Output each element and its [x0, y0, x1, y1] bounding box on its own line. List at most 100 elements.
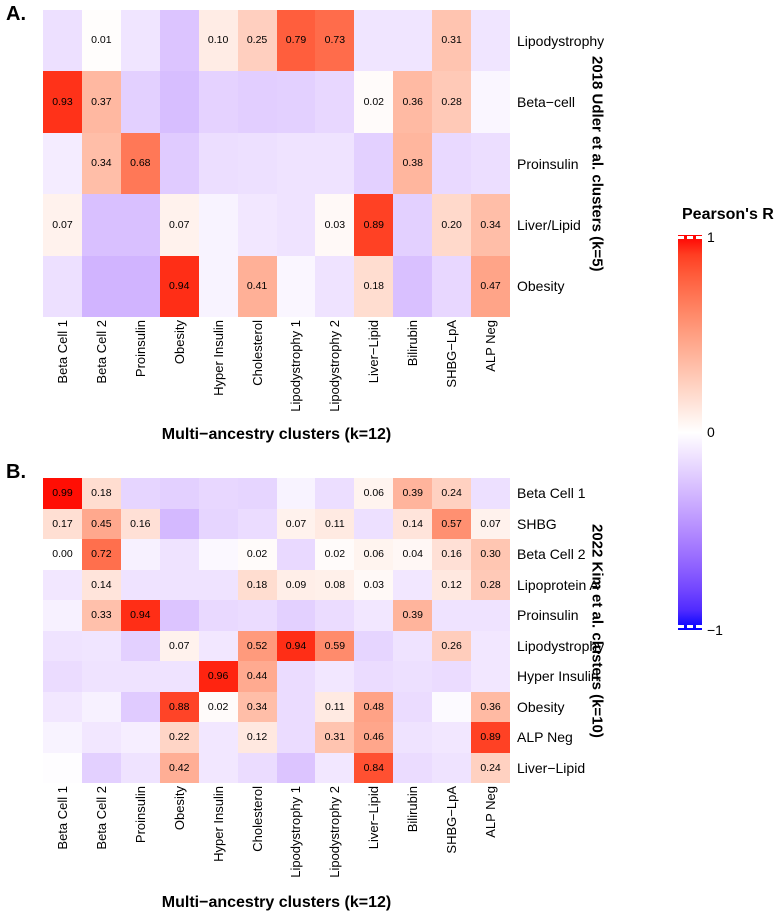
heatmap-cell: [43, 630, 82, 661]
row-label: Liver−Lipid: [517, 759, 586, 776]
heatmap-cell: 0.03: [315, 194, 355, 256]
heatmap-cell: 0.20: [432, 194, 472, 256]
heatmap-cell: [276, 722, 316, 753]
heatmap-cell: 0.24: [471, 752, 510, 783]
heatmap-cell: [120, 478, 160, 509]
heatmap-cell: [43, 722, 82, 753]
heatmap-cell: [276, 132, 316, 195]
heatmap-cell: 0.07: [43, 194, 82, 256]
cell-value-label: 0.44: [246, 670, 268, 682]
cell-value-label: 0.45: [91, 517, 112, 530]
cell-value-label: 0.03: [363, 578, 384, 591]
heatmap-cell: 0.94: [276, 630, 316, 661]
heatmap-cell: 0.24: [432, 478, 472, 509]
heatmap-cell: [393, 691, 433, 722]
cell-value-label: 0.16: [130, 517, 151, 530]
heatmap-cell: [471, 600, 510, 631]
panel-b-right-axis-title-text: 2022 Kim et al. clusters (k=10): [588, 523, 606, 738]
cell-value-label: 0.09: [285, 578, 307, 591]
x-axis-label: Lipodystrophy 2: [327, 786, 343, 878]
heatmap-cell: [159, 132, 199, 195]
cell-value-label: 0.07: [52, 218, 73, 231]
colorbar: [678, 235, 702, 630]
heatmap-cell: [43, 569, 82, 600]
heatmap-cell: [393, 722, 433, 753]
heatmap-cell: 0.18: [237, 569, 277, 600]
heatmap-cell: [471, 630, 510, 661]
row-label: Beta Cell 2: [517, 546, 586, 563]
heatmap-cell: 0.03: [354, 569, 394, 600]
heatmap-cell: 0.02: [354, 71, 394, 133]
heatmap-cell: 0.94: [120, 600, 160, 631]
heatmap-cell: 0.06: [354, 539, 394, 570]
row-label: Beta−cell: [517, 94, 575, 111]
cell-value-label: 0.06: [363, 487, 384, 499]
cell-value-label: 0.11: [325, 517, 345, 530]
colorbar-tick-label-mid: 0: [707, 424, 715, 440]
cell-value-label: 0.88: [168, 700, 190, 713]
row-label: Lipodystrophy: [517, 32, 605, 49]
cell-value-label: 0.30: [480, 548, 501, 560]
heatmap-cell: 0.18: [354, 255, 394, 317]
heatmap-cell: [120, 539, 160, 570]
cell-value-label: 0.16: [441, 548, 462, 560]
heatmap-cell: [198, 569, 238, 600]
x-axis-label: Cholesterol: [249, 320, 265, 386]
cell-value-label: 0.99: [52, 487, 73, 499]
heatmap-cell: 0.01: [81, 10, 121, 72]
x-axis-label: Hyper Insulin: [210, 786, 226, 862]
heatmap-cell: 0.11: [315, 691, 355, 722]
heatmap-cell: 0.28: [471, 569, 510, 600]
row-label: Beta Cell 1: [517, 485, 586, 502]
heatmap-cell: [393, 630, 433, 661]
cell-value-label: 0.48: [363, 700, 384, 713]
panel-b-row-labels: Beta Cell 1 SHBG Beta Cell 2 Lipoprotein A P…: [517, 478, 632, 783]
cell-value-label: 0.34: [91, 157, 112, 170]
heatmap-cell: 0.06: [354, 478, 394, 509]
heatmap-cell: [276, 661, 316, 692]
heatmap-cell: [198, 478, 238, 509]
heatmap-cell: [120, 722, 160, 753]
heatmap-cell: 0.36: [393, 71, 433, 133]
heatmap-cell: [276, 478, 316, 509]
cell-value-label: 0.39: [402, 487, 423, 499]
heatmap-cell: 0.02: [237, 539, 277, 570]
heatmap-cell: [315, 255, 355, 317]
heatmap-cell: [354, 132, 394, 195]
cell-value-label: 0.72: [91, 548, 112, 560]
cell-value-label: 0.37: [91, 95, 112, 108]
cell-value-label: 0.57: [441, 517, 462, 530]
cell-value-label: 0.33: [91, 609, 112, 621]
heatmap-cell: [198, 194, 238, 256]
heatmap-cell: [471, 478, 510, 509]
x-axis-label: Liver−Lipid: [366, 786, 382, 850]
heatmap-cell: [120, 630, 160, 661]
cell-value-label: 0.02: [207, 700, 229, 713]
cell-value-label: 0.94: [130, 609, 151, 621]
panel-b-heatmap: 0.99 0.18 0.06 0.39 0.24 0.17 0.45 0.16 0.07 0.11…: [43, 478, 510, 783]
heatmap-cell: [159, 508, 199, 539]
heatmap-cell: [354, 600, 394, 631]
colorbar-tick-label-max: 1: [707, 229, 715, 245]
cell-value-label: 0.38: [402, 157, 423, 170]
x-axis-label: Lipodystrophy 2: [327, 320, 343, 412]
heatmap-cell: 0.68: [120, 132, 160, 195]
heatmap-cell: [393, 10, 433, 72]
heatmap-cell: [432, 722, 472, 753]
heatmap-cell: 0.28: [432, 71, 472, 133]
cell-value-label: 0.14: [402, 517, 423, 530]
row-label: Proinsulin: [517, 155, 579, 172]
heatmap-cell: [471, 661, 510, 692]
heatmap-cell: [237, 71, 277, 133]
cell-value-label: 0.73: [324, 34, 346, 47]
heatmap-cell: [120, 255, 160, 317]
heatmap-cell: [393, 255, 433, 317]
heatmap-cell: 0.22: [159, 722, 199, 753]
heatmap-cell: [43, 600, 82, 631]
x-axis-label: Bilirubin: [405, 320, 421, 367]
heatmap-cell: 0.99: [43, 478, 82, 509]
heatmap-cell: [276, 600, 316, 631]
heatmap-cell: [237, 600, 277, 631]
heatmap-cell: [432, 661, 472, 692]
heatmap-cell: [198, 630, 238, 661]
